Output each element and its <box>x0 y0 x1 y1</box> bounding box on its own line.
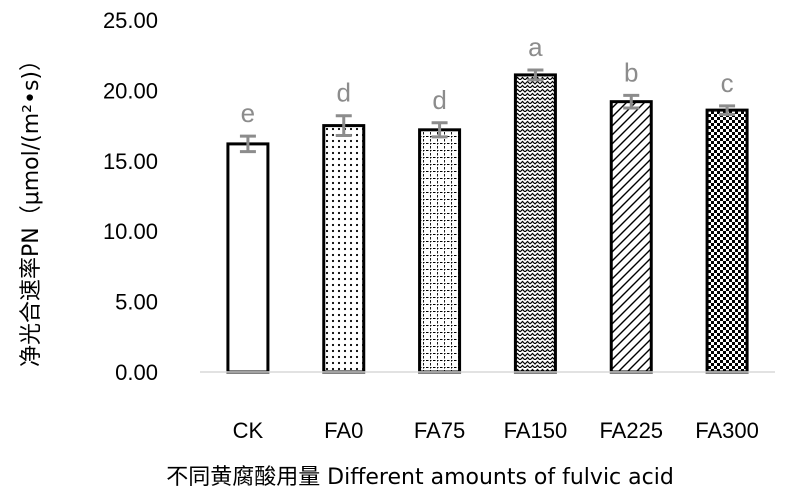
bar-fa150 <box>513 73 557 374</box>
y-tick-label: 25.00 <box>103 8 158 33</box>
x-tick-label: CK <box>233 418 264 443</box>
error-bar-fa75 <box>431 121 448 139</box>
x-axis-label: 不同黄腐酸用量 Different amounts of fulvic acid <box>166 465 674 490</box>
y-tick-label: 0.00 <box>115 360 158 385</box>
bar-fa300 <box>705 108 749 374</box>
x-tick-label: FA75 <box>414 418 465 443</box>
significance-letter: d <box>432 85 446 115</box>
error-bars <box>239 68 736 154</box>
error-bar-fa0 <box>335 114 352 137</box>
y-axis-ticks: 0.00 5.00 10.00 15.00 20.00 25.00 <box>103 8 158 385</box>
bar-fa225 <box>609 100 653 374</box>
significance-letter: a <box>528 32 543 62</box>
x-axis-categories: CK FA0 FA75 FA150 FA225 FA300 <box>233 418 759 443</box>
x-tick-label: FA300 <box>695 418 759 443</box>
x-tick-label: FA0 <box>324 418 363 443</box>
y-tick-label: 15.00 <box>103 149 158 174</box>
significance-letter: d <box>337 78 351 108</box>
x-tick-label: FA225 <box>599 418 663 443</box>
y-tick-label: 20.00 <box>103 78 158 103</box>
y-tick-label: 10.00 <box>103 219 158 244</box>
y-axis-label: 净光合速率PN（μmol/(m²•s)） <box>19 49 44 367</box>
error-bar-fa150 <box>527 68 544 82</box>
x-tick-label: FA150 <box>504 418 568 443</box>
bar-fa0 <box>322 124 366 374</box>
significance-letter: e <box>241 98 255 128</box>
bar-fa75 <box>418 128 462 374</box>
bars <box>226 73 749 374</box>
significance-letter: b <box>624 57 638 87</box>
error-bar-fa225 <box>623 93 640 110</box>
significance-letter: c <box>721 68 734 98</box>
significance-letters: e d d a b c <box>241 32 734 128</box>
bar-ck <box>226 142 270 374</box>
error-bar-ck <box>239 134 256 154</box>
y-tick-label: 5.00 <box>115 290 158 315</box>
error-bar-fa300 <box>719 104 736 116</box>
